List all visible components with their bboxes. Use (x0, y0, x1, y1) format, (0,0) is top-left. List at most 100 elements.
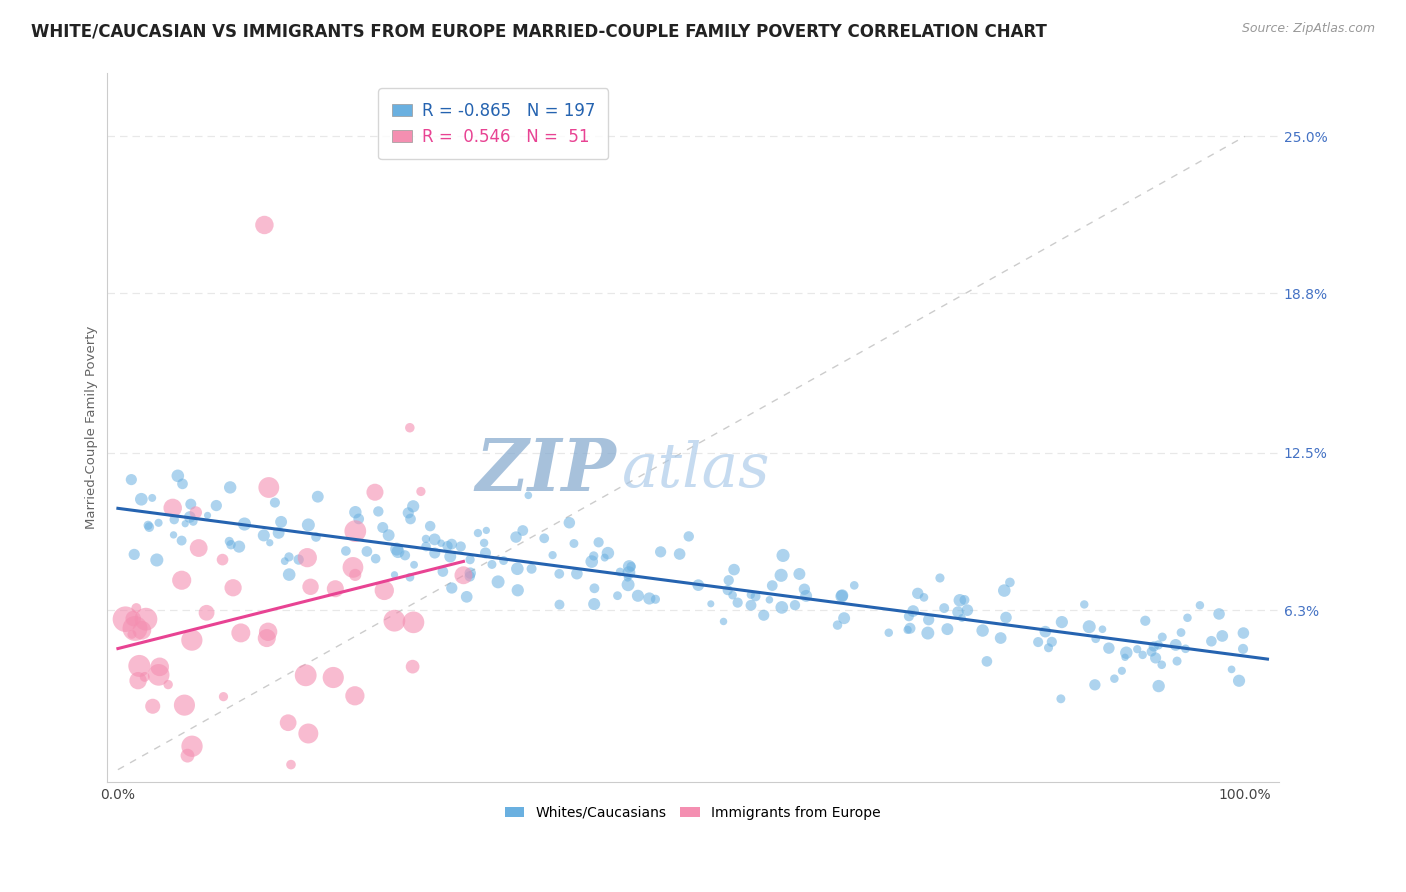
Point (1038, 640, 1060, 655)
Point (740, 588, 762, 602)
Point (430, 536, 453, 550)
Point (423, 546, 446, 560)
Point (917, 613, 939, 627)
Point (114, 612, 136, 626)
Point (458, 566, 481, 580)
Point (541, 548, 564, 562)
Point (949, 593, 972, 607)
Point (398, 421, 420, 435)
Point (343, 689, 366, 703)
Point (219, 480, 242, 494)
Point (233, 516, 256, 531)
Point (371, 520, 394, 534)
Point (131, 624, 153, 638)
Point (721, 588, 744, 602)
Point (440, 581, 463, 595)
Point (419, 519, 441, 533)
Point (1126, 642, 1149, 657)
Point (387, 544, 409, 558)
Point (912, 591, 935, 605)
Point (385, 542, 408, 557)
Point (620, 559, 643, 574)
Point (134, 670, 156, 684)
Point (1188, 599, 1211, 613)
Point (176, 748, 198, 763)
Point (297, 550, 319, 565)
Point (1147, 679, 1170, 693)
Point (458, 569, 481, 583)
Point (122, 611, 145, 625)
Point (141, 491, 163, 505)
Point (322, 671, 344, 685)
Point (606, 589, 628, 603)
Point (205, 499, 228, 513)
Point (897, 623, 920, 637)
Point (402, 615, 425, 630)
Point (1174, 641, 1197, 656)
Point (934, 601, 956, 615)
Point (700, 597, 723, 611)
Point (990, 631, 1012, 645)
Point (364, 551, 387, 566)
Point (520, 562, 543, 576)
Point (453, 568, 475, 582)
Point (772, 549, 794, 563)
Point (149, 660, 172, 674)
Point (752, 608, 775, 623)
Point (1026, 635, 1049, 649)
Point (436, 539, 458, 553)
Point (157, 677, 180, 691)
Point (181, 739, 204, 754)
Point (1211, 629, 1233, 643)
Point (638, 591, 661, 606)
Point (439, 549, 461, 564)
Point (257, 624, 280, 639)
Point (831, 589, 853, 603)
Point (723, 563, 745, 577)
Point (131, 492, 153, 507)
Point (467, 526, 489, 541)
Point (548, 566, 571, 581)
Point (219, 538, 242, 552)
Point (356, 544, 378, 558)
Point (409, 484, 432, 499)
Point (617, 559, 640, 574)
Point (120, 473, 142, 487)
Text: atlas: atlas (623, 441, 770, 500)
Point (415, 540, 437, 554)
Point (475, 524, 498, 538)
Point (163, 513, 186, 527)
Point (307, 490, 329, 504)
Point (402, 500, 425, 514)
Point (789, 566, 811, 581)
Point (1115, 646, 1137, 660)
Point (1201, 634, 1223, 648)
Point (901, 604, 924, 618)
Point (583, 597, 606, 611)
Point (936, 622, 959, 636)
Text: Source: ZipAtlas.com: Source: ZipAtlas.com (1241, 22, 1375, 36)
Point (770, 568, 793, 582)
Point (270, 515, 292, 529)
Point (617, 578, 640, 592)
Point (367, 504, 389, 518)
Text: WHITE/CAUCASIAN VS IMMIGRANTS FROM EUROPE MARRIED-COUPLE FAMILY POVERTY CORRELAT: WHITE/CAUCASIAN VS IMMIGRANTS FROM EUROP… (31, 22, 1047, 40)
Point (565, 566, 588, 581)
Point (253, 528, 276, 542)
Point (1220, 662, 1243, 676)
Point (688, 578, 710, 592)
Point (596, 546, 619, 560)
Point (562, 536, 585, 550)
Point (1147, 638, 1170, 652)
Point (344, 524, 367, 538)
Point (342, 560, 364, 574)
Point (1150, 657, 1173, 672)
Point (187, 541, 209, 555)
Point (180, 633, 202, 648)
Point (1084, 678, 1107, 692)
Point (127, 673, 149, 688)
Point (953, 593, 976, 607)
Point (181, 515, 204, 529)
Point (717, 583, 740, 598)
Point (277, 715, 299, 730)
